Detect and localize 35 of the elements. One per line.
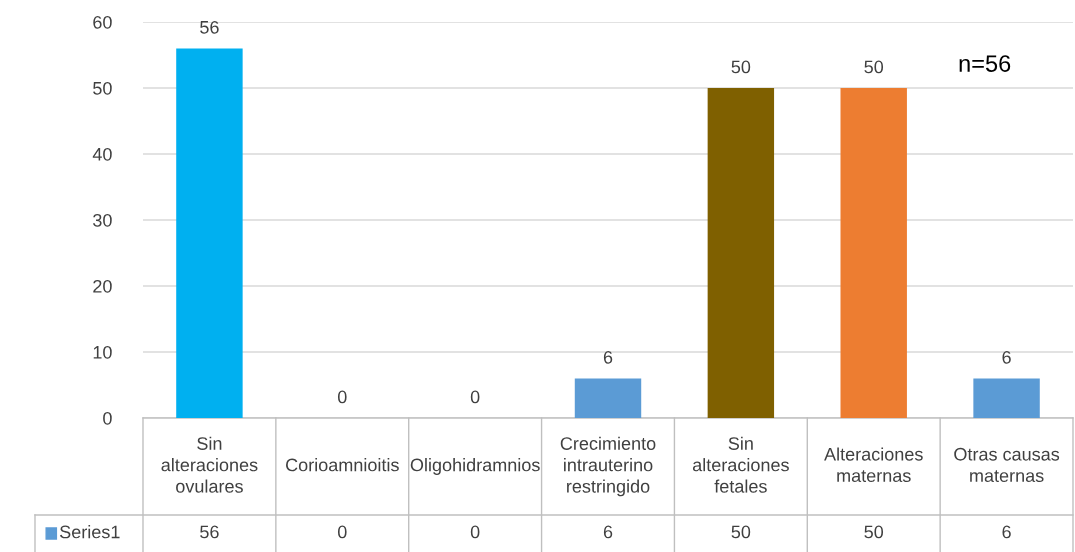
x-tick-label: Alteraciones maternas <box>824 447 923 483</box>
x-tick-label: Sin alteraciones fetales <box>692 436 789 493</box>
bar <box>707 88 775 418</box>
x-tick-label: Corioamnioitis <box>286 458 399 472</box>
data-label: 6 <box>1002 350 1011 364</box>
y-tick-label: 50 <box>93 81 112 95</box>
y-tick-label: 10 <box>93 345 112 359</box>
data-label: 0 <box>470 390 480 404</box>
data-label: 6 <box>603 350 613 364</box>
bar <box>840 88 907 418</box>
text: 50 <box>731 525 751 539</box>
text: 0 <box>470 525 480 539</box>
x-tick-label: Crecimiento intrauterino restringido <box>560 436 656 497</box>
text: 50 <box>864 525 884 539</box>
y-tick-label: 0 <box>103 411 112 425</box>
x-tick-label: Sin alteraciones ovulares <box>161 436 258 493</box>
annotation: n=56 <box>959 55 1011 72</box>
y-tick-label: 20 <box>93 279 112 293</box>
bar <box>973 378 1040 418</box>
legend-label: Series1 <box>60 525 120 539</box>
x-tick-label: Otras causas maternas <box>954 447 1060 483</box>
data-label: 56 <box>200 20 219 34</box>
text: 6 <box>603 525 613 539</box>
y-tick-label: 30 <box>93 213 112 227</box>
text: 56 <box>200 525 219 539</box>
bar <box>176 48 243 418</box>
y-tick-label: 60 <box>93 15 112 29</box>
data-label: 50 <box>864 60 884 74</box>
x-tick-label: Oligohidramnios <box>410 458 540 475</box>
text: 0 <box>337 525 347 539</box>
data-label: 50 <box>731 60 751 74</box>
bar <box>574 378 642 418</box>
data-label: 0 <box>337 390 347 404</box>
text: 6 <box>1002 525 1011 539</box>
y-tick-label: 40 <box>92 147 112 161</box>
